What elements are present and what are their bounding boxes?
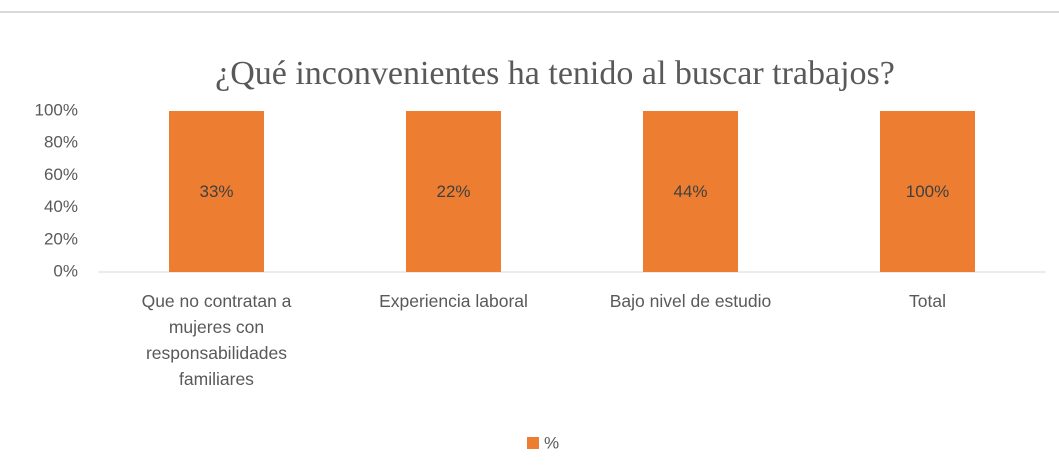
x-tick-label: Bajo nivel de estudio	[609, 291, 772, 311]
legend-swatch	[527, 437, 539, 449]
bar	[880, 111, 975, 272]
y-tick-label: 40%	[44, 197, 78, 216]
bar	[169, 111, 264, 272]
y-tick-label: 100%	[35, 100, 78, 119]
x-tick-label: Total	[909, 291, 946, 311]
data-label: 22%	[436, 182, 470, 201]
y-tick-label: 0%	[53, 261, 78, 280]
y-tick-label: 60%	[44, 165, 78, 184]
data-label: 33%	[199, 182, 233, 201]
x-tick-label: Que no contratan a mujeres con responsab…	[141, 291, 292, 389]
bar	[406, 111, 501, 272]
data-label: 44%	[673, 182, 707, 201]
chart-title: ¿Qué inconvenientes ha tenido al buscar …	[215, 55, 895, 92]
y-tick-label: 20%	[44, 229, 78, 248]
data-label: 100%	[906, 182, 949, 201]
bar	[643, 111, 738, 272]
y-tick-label: 80%	[44, 133, 78, 152]
legend-label: %	[544, 433, 559, 452]
x-tick-label: Experiencia laboral	[379, 291, 528, 311]
